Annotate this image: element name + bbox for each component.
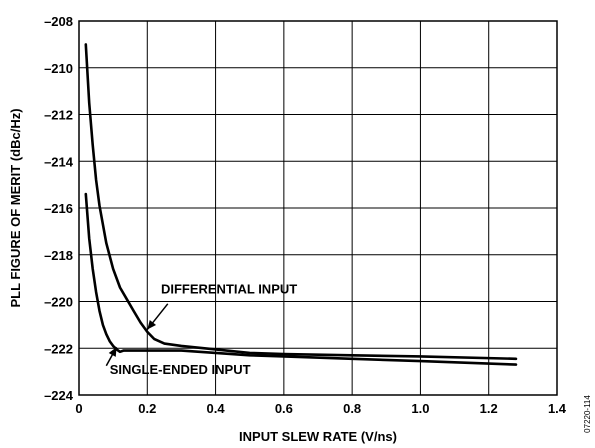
arrowhead-differential bbox=[147, 320, 157, 330]
y-tick-label: –214 bbox=[44, 154, 74, 169]
y-tick-label: –218 bbox=[44, 248, 73, 263]
arrowhead-single-ended bbox=[108, 347, 117, 357]
y-tick-label: –222 bbox=[44, 341, 73, 356]
x-tick-label: 0.2 bbox=[138, 401, 156, 416]
x-tick-label: 0 bbox=[75, 401, 82, 416]
grid bbox=[79, 21, 557, 395]
y-tick-label: –224 bbox=[44, 388, 74, 403]
annotations: DIFFERENTIAL INPUT SINGLE-ENDED INPUT bbox=[105, 281, 297, 377]
y-axis-title: PLL FIGURE OF MERIT (dBc/Hz) bbox=[8, 108, 23, 307]
series-lines bbox=[84, 43, 518, 366]
annotation-differential-input: DIFFERENTIAL INPUT bbox=[161, 281, 297, 296]
figure-code: 07220-114 bbox=[583, 395, 592, 433]
plot-frame bbox=[78, 20, 558, 396]
annotation-single-ended-input: SINGLE-ENDED INPUT bbox=[110, 362, 251, 377]
x-axis-title: INPUT SLEW RATE (V/ns) bbox=[239, 429, 397, 444]
x-tick-label: 1.0 bbox=[411, 401, 429, 416]
y-tick-label: –208 bbox=[44, 14, 73, 29]
x-tick-label: 1.2 bbox=[480, 401, 498, 416]
y-tick-label: –212 bbox=[44, 108, 73, 123]
series-line-differential-input bbox=[84, 43, 518, 361]
y-axis-ticks: –208 –210 –212 –214 –216 –218 –220 –222 –224 bbox=[44, 14, 74, 403]
y-tick-label: –216 bbox=[44, 201, 73, 216]
y-tick-label: –220 bbox=[44, 295, 73, 310]
series-line-single-ended-input bbox=[84, 192, 518, 366]
x-tick-label: 1.4 bbox=[548, 401, 567, 416]
x-tick-label: 0.6 bbox=[275, 401, 293, 416]
x-tick-label: 0.8 bbox=[343, 401, 361, 416]
x-tick-label: 0.4 bbox=[207, 401, 226, 416]
x-axis-ticks: 0 0.2 0.4 0.6 0.8 1.0 1.2 1.4 bbox=[75, 401, 566, 416]
y-tick-label: –210 bbox=[44, 61, 73, 76]
